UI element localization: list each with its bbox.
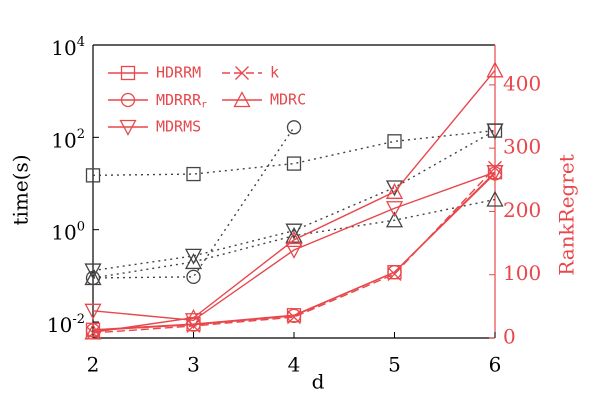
y2-tick-label: 300: [503, 135, 541, 159]
y-axis-label: time(s): [9, 154, 33, 225]
x-tick-label: 2: [87, 353, 100, 377]
y2-tick-label: 200: [503, 198, 541, 222]
x-tick-label: 3: [187, 353, 200, 377]
time-point: [85, 168, 101, 183]
time-point: [486, 190, 504, 207]
y2-axis-label: RankRegret: [555, 154, 579, 276]
legend-marker: [233, 91, 251, 108]
legend-marker: [120, 65, 136, 81]
x-tick-label: 5: [388, 353, 401, 377]
series-point: [86, 325, 100, 340]
y-tick-label: 102: [51, 127, 85, 152]
legend-label: MDRC: [270, 91, 306, 109]
legend-label: k: [270, 64, 279, 82]
y-tick-label: 100: [51, 219, 85, 244]
series-point: [387, 265, 402, 280]
series-point: [387, 267, 402, 282]
time-line: [92, 129, 496, 177]
y2-tick-label: 100: [503, 261, 541, 285]
time-point: [84, 269, 102, 286]
legend-label: HDRRM: [156, 64, 201, 82]
y2-tick-label: 0: [503, 325, 516, 349]
y-tick-label: 10-2: [47, 311, 85, 336]
legend-marker: [235, 66, 249, 80]
series-line: [92, 171, 496, 322]
time-point: [186, 166, 201, 182]
series-point: [84, 303, 102, 320]
series-point: [486, 165, 504, 182]
x-tick-label: 4: [288, 353, 301, 377]
legend-marker: [119, 119, 137, 136]
time-point: [184, 253, 203, 270]
time-line: [92, 129, 496, 272]
series-point: [285, 242, 303, 259]
series-point: [385, 201, 404, 218]
series-point: [385, 182, 404, 199]
time-point: [286, 120, 302, 135]
legend-marker: [120, 92, 136, 108]
series-line: [92, 171, 496, 331]
x-axis-label: d: [312, 370, 325, 394]
series-point: [285, 231, 303, 248]
time-line: [92, 198, 496, 279]
time-point: [285, 226, 303, 243]
time-point: [387, 134, 402, 149]
y2-tick-label: 400: [503, 71, 541, 95]
series-point: [286, 308, 302, 324]
y-tick-label: 104: [51, 34, 85, 59]
time-point: [84, 263, 102, 280]
time-point: [385, 211, 404, 228]
time-point: [186, 269, 201, 285]
series-point: [184, 313, 203, 330]
series-line: [92, 167, 496, 334]
x-tick-label: 6: [489, 353, 502, 377]
series-line: [92, 69, 496, 333]
series-point: [84, 323, 102, 340]
time-point: [286, 156, 302, 171]
legend-label: MDRMS: [156, 118, 201, 136]
series-point: [486, 61, 504, 78]
time-point: [486, 123, 504, 140]
legend-label: MDRRRr: [156, 91, 207, 111]
time-point: [285, 223, 303, 240]
series-line: [92, 172, 496, 332]
time-point: [184, 248, 203, 265]
